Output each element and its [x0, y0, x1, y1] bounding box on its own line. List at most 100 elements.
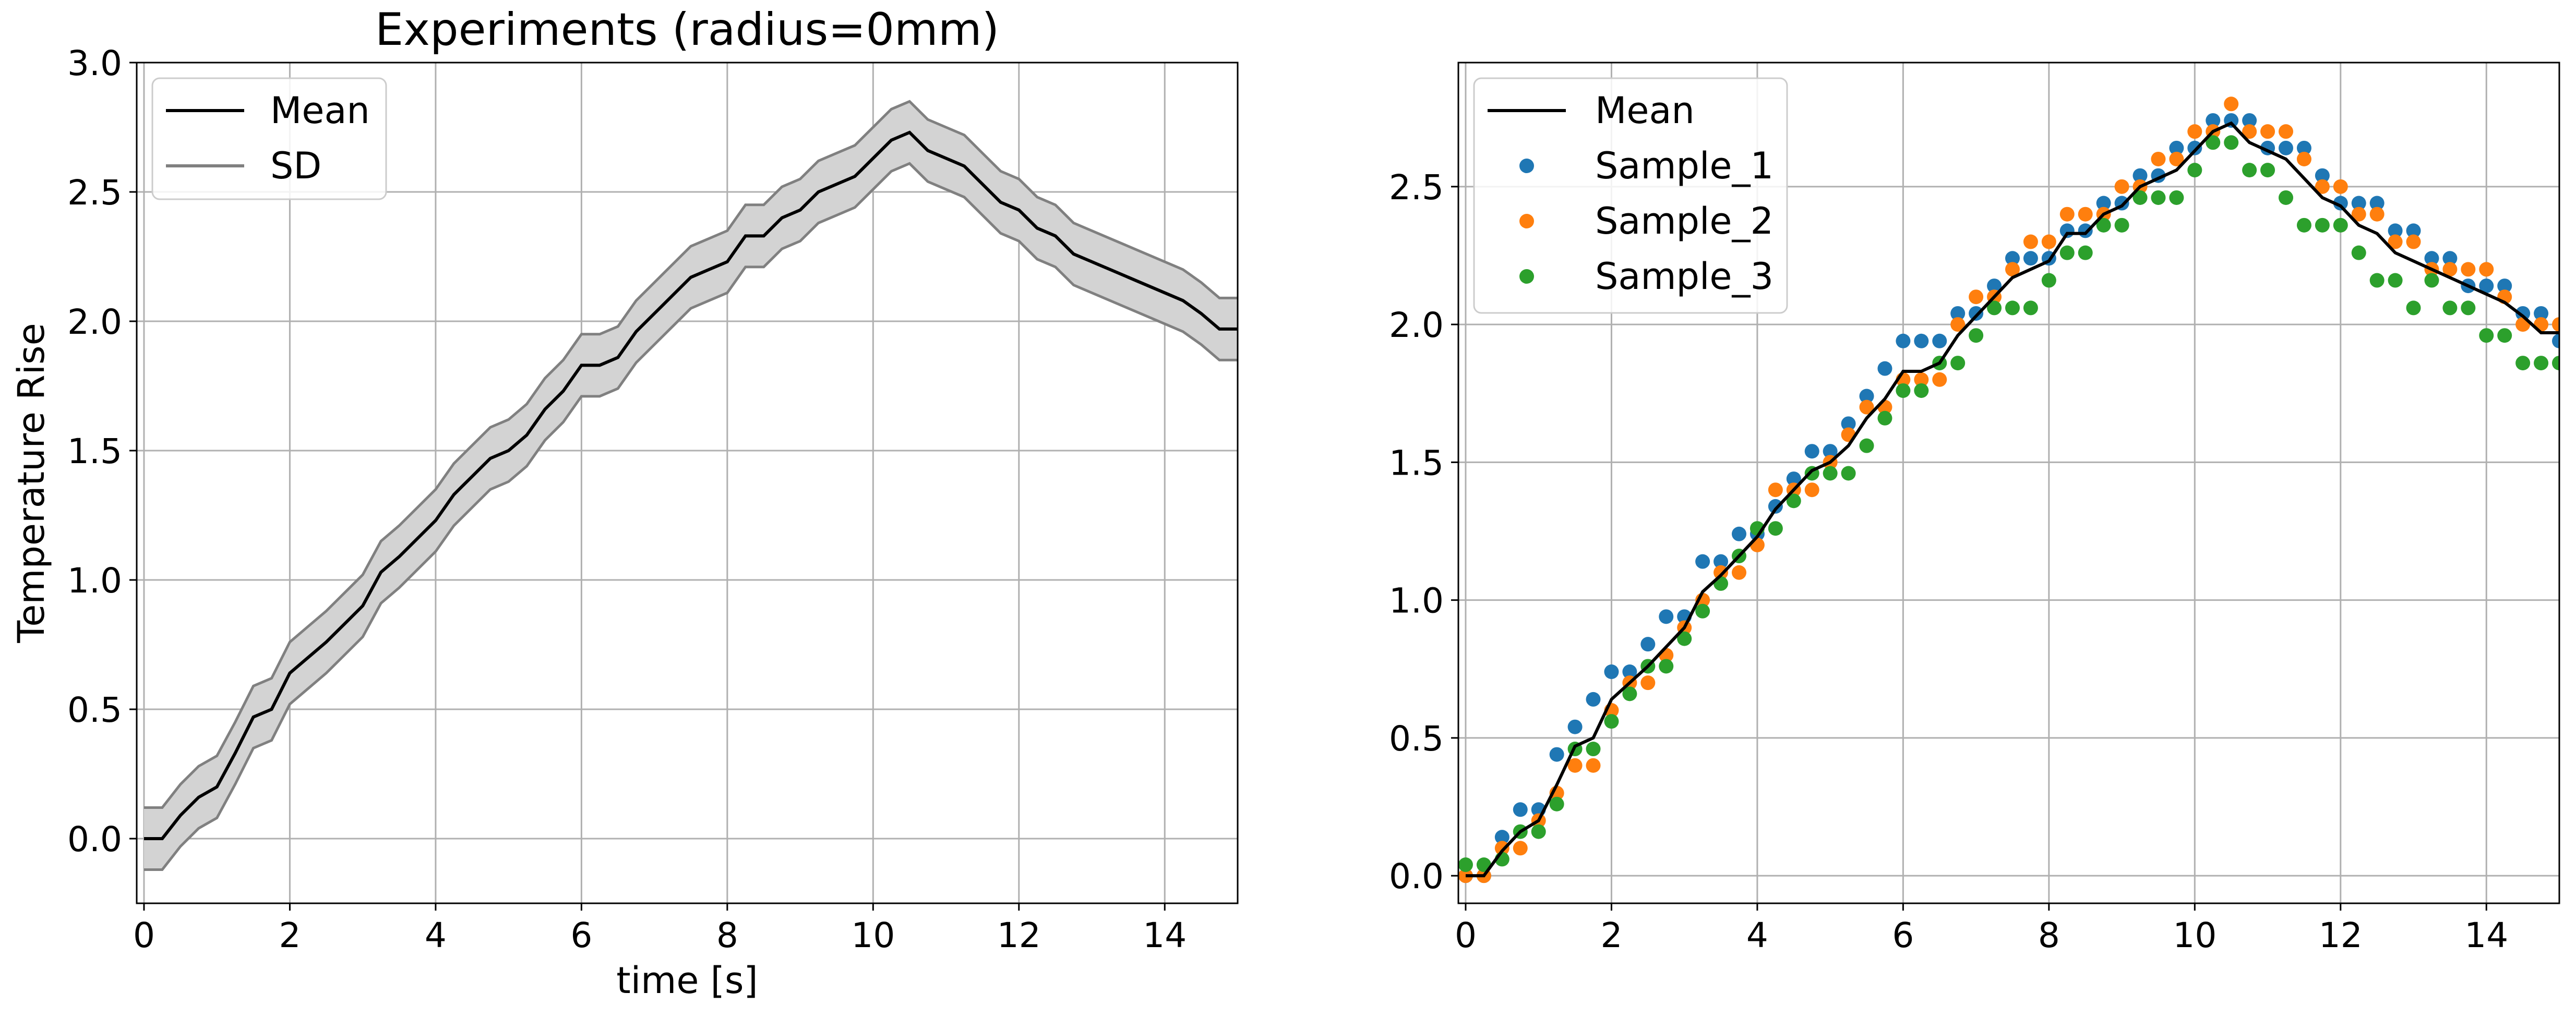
left-x-tick-label: 6 [570, 915, 592, 955]
sample_2-point [1731, 565, 1746, 580]
sample_3-point [2351, 245, 2366, 260]
right-y-tick-label: 1.5 [1389, 443, 1444, 483]
sample_3-point [1896, 383, 1911, 398]
sample_1-point [1804, 444, 1819, 459]
right-x-tick-label: 12 [2319, 915, 2363, 955]
sample_3-point [1622, 686, 1637, 701]
sample_1-point [2534, 306, 2549, 321]
sample_1-point [2187, 140, 2202, 155]
sample_3-point [1531, 824, 1546, 839]
sample_2-point [2369, 207, 2385, 222]
sample_1-point [2497, 279, 2512, 294]
sample_3-point [1877, 410, 1892, 426]
left-y-tick-label: 2.0 [67, 302, 122, 342]
sample_1-point [2296, 140, 2311, 155]
sd-upper-line [143, 100, 1238, 809]
sample_1-point [1841, 416, 1856, 431]
sd-band-fill [143, 101, 1238, 870]
sample_1-point [1659, 609, 1674, 624]
sample_1-point [2515, 306, 2531, 321]
sample_3-point [2552, 356, 2559, 371]
sample_2-point [2351, 207, 2366, 222]
sample_1-point [2315, 168, 2330, 183]
sample_2-point [2023, 234, 2038, 249]
sd-lower-line [143, 162, 1238, 871]
sample_3-point [2242, 163, 2257, 178]
sample_1-point [2479, 279, 2494, 294]
sample_1-point [1731, 526, 1746, 541]
sample_2-point [1567, 758, 1583, 773]
left-x-tick-label: 8 [716, 915, 738, 955]
left-legend-sd-label: SD [270, 144, 321, 187]
left-y-tick-label: 0.5 [67, 690, 122, 730]
sample_1-point [1586, 692, 1601, 707]
sample_3-point [2333, 217, 2348, 233]
left-x-tick-label: 4 [425, 915, 447, 955]
right-y-tick-label: 2.0 [1389, 305, 1444, 345]
sample_2-point [2388, 234, 2403, 249]
sample_3-point [2169, 190, 2184, 205]
sample_3-point [1677, 631, 1692, 646]
sample_2-point [2224, 96, 2239, 112]
sample_3-point [2296, 217, 2311, 233]
right-plot-frame [1457, 62, 2560, 904]
sample_2-point [1768, 482, 1783, 498]
sample_1-point [1768, 499, 1783, 514]
right-y-ticks: 0.0 0.5 1.0 1.5 2.0 2.5 [1389, 167, 1458, 897]
sample_3-point [1458, 857, 1473, 873]
sample_3-point [2059, 245, 2075, 260]
right-legend-sample3-swatch [1519, 269, 1534, 284]
left-y-ticks: 0.0 0.5 1.0 1.5 2.0 2.5 3.0 [67, 43, 137, 859]
sample_2-point [2242, 124, 2257, 139]
sample_3-point [2479, 328, 2494, 343]
left-y-tick-label: 2.5 [67, 173, 122, 213]
sample_3-point [2497, 328, 2512, 343]
left-x-ticks: 0 2 4 6 8 10 12 14 [133, 903, 1187, 955]
sample_3-point [2388, 273, 2403, 288]
sample_1-point [2369, 196, 2385, 211]
sample_1-point [1877, 361, 1892, 376]
sample_1-point [1567, 719, 1583, 734]
right-y-tick-label: 1.0 [1389, 581, 1444, 621]
sample_2-point [1804, 482, 1819, 498]
sample_1-point [1640, 637, 1656, 652]
sample_3-point [1859, 438, 1874, 453]
sample_2-point [2078, 207, 2093, 222]
left-sd-band [143, 100, 1238, 871]
sample_3-point [2534, 356, 2549, 371]
sample_2-point [2151, 151, 2166, 166]
right-legend: Mean Sample_1 Sample_2 Sample_3 [1473, 77, 1788, 314]
left-x-axis-label: time [s] [616, 959, 758, 1002]
sample_1-point [1932, 333, 1947, 348]
sample_2-point [2041, 234, 2056, 249]
sample_3-point [1586, 742, 1601, 757]
left-x-tick-label: 12 [997, 915, 1041, 955]
left-lines [143, 130, 1238, 840]
sample_3-point [1914, 383, 1929, 398]
sample_1-point [1987, 279, 2002, 294]
sample_1-point [2351, 196, 2366, 211]
sample_3-point [1659, 659, 1674, 674]
sample_3-point [2078, 245, 2093, 260]
right-y-tick-label: 0.5 [1389, 719, 1444, 759]
sample_2-point [1950, 317, 1966, 332]
sample_3-point [2260, 163, 2275, 178]
sample_1-point [1549, 747, 1564, 762]
sample_2-point [1932, 372, 1947, 387]
left-y-tick-label: 1.5 [67, 431, 122, 471]
sample_2-point [2552, 317, 2559, 332]
sample_3-point [2023, 300, 2038, 316]
sample_3-point [2005, 300, 2020, 316]
left-legend: Mean SD [151, 77, 387, 200]
sample_1-point [2388, 223, 2403, 238]
sample_1-point [2424, 251, 2439, 266]
sample_3-point [2114, 217, 2129, 233]
sample_2-point [2260, 124, 2275, 139]
sample_1-point [2096, 196, 2111, 211]
sample_2-point [2278, 124, 2293, 139]
sample_2-point [2296, 151, 2311, 166]
sample_3-point [2206, 135, 2221, 150]
left-x-tick-label: 2 [279, 915, 301, 955]
sample_3-point [1950, 356, 1966, 371]
sample_3-point [2442, 300, 2458, 316]
